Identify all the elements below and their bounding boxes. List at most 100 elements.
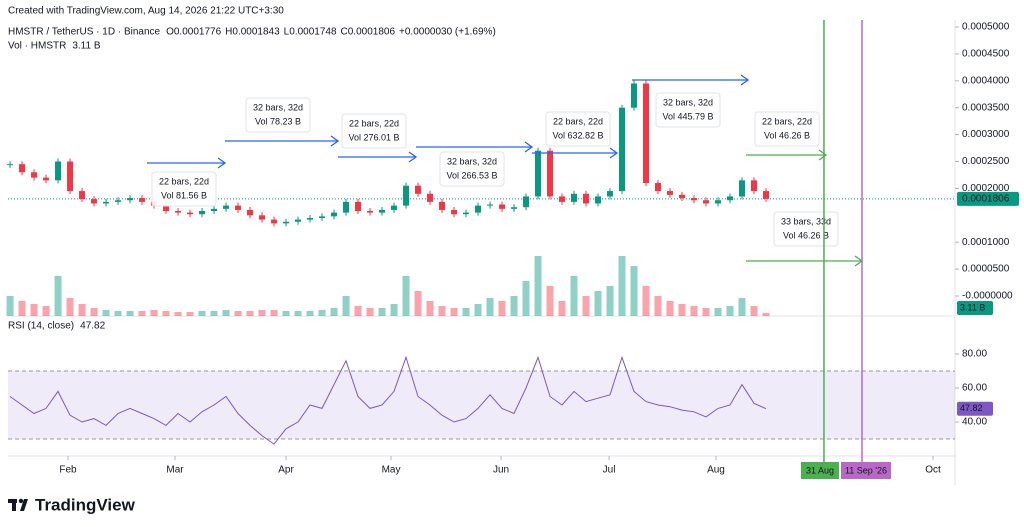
candle-body: [415, 185, 422, 194]
last-price-badge: [957, 191, 1019, 206]
legend: HMSTR / TetherUS · 1D · Binance O 0.000177…: [8, 27, 496, 52]
volume-bar: [198, 311, 206, 316]
annotation-text: 22 bars, 22d: [349, 118, 399, 128]
candle-body: [379, 209, 386, 213]
volume-bar: [270, 310, 278, 316]
candle-body: [523, 196, 530, 208]
candle-body: [307, 217, 314, 220]
annotation-text: 32 bars, 32d: [253, 102, 303, 112]
brand-name: TradingView: [35, 495, 136, 514]
volume-bar: [78, 304, 86, 316]
annotation-text: Vol 266.53 B: [446, 170, 497, 180]
volume-bar: [222, 310, 230, 316]
volume-legend-value: 3.11 B: [72, 41, 100, 52]
candle-body: [67, 161, 74, 192]
volume-bar: [402, 276, 410, 316]
candle-body: [403, 185, 410, 206]
annotation-box: [439, 151, 505, 187]
volume-bar: [678, 304, 686, 316]
volume-bar: [234, 311, 242, 316]
axis-badge-label: 3.11 B: [960, 302, 985, 312]
candle-body: [511, 207, 518, 209]
annotation-text: 22 bars, 22d: [159, 176, 209, 186]
symbol: HMSTR / TetherUS · 1D · Binance: [8, 27, 161, 38]
marker-label-bg: [800, 462, 839, 479]
brand-logo: [8, 498, 28, 511]
candle-body: [7, 164, 14, 166]
rsi-tick-label: 60.00: [962, 383, 987, 394]
volume-bar: [630, 266, 638, 316]
marker-label: 31 Aug: [806, 465, 834, 475]
annotation-text: 22 bars, 22d: [553, 116, 603, 126]
volume-bar: [426, 301, 434, 316]
volume-bar: [66, 298, 74, 316]
volume-bar: [378, 308, 386, 316]
volume-bar: [42, 306, 50, 316]
volume-legend-name: Vol · HMSTR: [8, 41, 66, 52]
ohlc-key: O: [166, 27, 174, 38]
candle-body: [271, 219, 278, 224]
axis-badge-label: 47.82: [960, 403, 983, 413]
ohlc-key: C: [341, 27, 348, 38]
candle-body: [595, 196, 602, 204]
annotation-text: Vol 46.26 B: [783, 230, 829, 240]
annotation-text: 22 bars, 22d: [762, 116, 812, 126]
y-tick-label: 0.0005000: [962, 22, 1010, 33]
rsi-tick-label: 40.00: [962, 417, 987, 428]
axis-badge: [957, 301, 993, 315]
y-tick-label: 0.0004500: [962, 49, 1010, 60]
x-tick-label: Apr: [278, 465, 294, 476]
rsi-tick-label: 80.00: [962, 349, 987, 360]
annotation-box: [545, 111, 611, 147]
volume-bar: [702, 308, 710, 316]
volume-bar: [246, 311, 254, 316]
volume-bar: [114, 311, 122, 316]
candle-body: [223, 205, 230, 209]
x-tick-label: Aug: [707, 465, 725, 476]
volume-bar: [642, 286, 650, 316]
volume-bar: [438, 306, 446, 316]
candle-body: [19, 164, 26, 173]
marker-label: 11 Sep '26: [845, 465, 887, 475]
candle-body: [559, 196, 566, 202]
candle-body: [247, 209, 254, 216]
candle-body: [31, 172, 38, 178]
y-tick-label: -0.0000000: [962, 291, 1013, 302]
volume-bar: [294, 311, 302, 316]
y-tick-label: 0.0004000: [962, 75, 1010, 86]
candle-body: [703, 200, 710, 204]
volume-bar: [714, 308, 722, 316]
ohlc-key: H: [225, 27, 232, 38]
volume-bar: [534, 256, 542, 316]
annotation-text: Vol 78.23 B: [255, 116, 301, 126]
arrow-head: [217, 157, 227, 169]
candle-body: [475, 205, 482, 213]
candle-body: [499, 204, 506, 209]
y-tick-label: 0.0002500: [962, 156, 1010, 167]
arrow-head: [524, 141, 534, 153]
annotation-text: Vol 276.01 B: [348, 132, 399, 142]
candle-body: [319, 216, 326, 218]
candle-body: [103, 201, 110, 204]
candle-body: [211, 208, 218, 211]
volume-bar: [330, 308, 338, 316]
y-tick-label: 0.0003000: [962, 129, 1010, 140]
ohlc-value: +0.0000030 (+1.69%): [399, 27, 496, 38]
candle-body: [391, 205, 398, 210]
arrow-head: [818, 149, 828, 161]
candle-body: [199, 210, 206, 215]
volume-bar: [162, 311, 170, 316]
candle-body: [355, 201, 362, 211]
volume-bar: [138, 311, 146, 316]
ohlc-key: L: [284, 27, 290, 38]
x-tick-label: May: [382, 465, 401, 476]
volume-bar: [690, 306, 698, 316]
candle-body: [115, 200, 122, 202]
candle-body: [91, 199, 98, 204]
candle-body: [667, 191, 674, 195]
candle-body: [715, 200, 722, 204]
candle-body: [235, 205, 242, 210]
volume-bar: [762, 312, 770, 316]
volume-bar: [594, 291, 602, 316]
